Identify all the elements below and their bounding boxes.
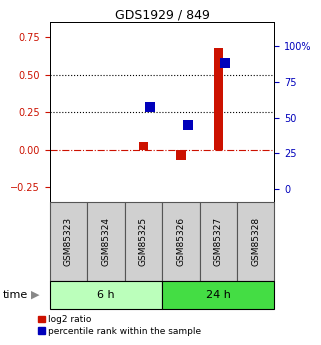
Bar: [200, 202, 237, 281]
Text: GSM85328: GSM85328: [251, 217, 260, 266]
Text: GSM85325: GSM85325: [139, 217, 148, 266]
Point: [185, 122, 190, 127]
Bar: [213, 48, 223, 149]
Bar: [50, 202, 87, 281]
Bar: [139, 142, 148, 149]
Text: GSM85323: GSM85323: [64, 217, 73, 266]
Point: [222, 60, 228, 66]
Text: GSM85324: GSM85324: [101, 217, 110, 266]
Bar: [50, 281, 162, 309]
Bar: [237, 202, 274, 281]
Bar: [125, 202, 162, 281]
Text: 6 h: 6 h: [97, 290, 115, 300]
Text: GSM85326: GSM85326: [176, 217, 185, 266]
Bar: [176, 149, 186, 160]
Text: GSM85327: GSM85327: [214, 217, 223, 266]
Legend: log2 ratio, percentile rank within the sample: log2 ratio, percentile rank within the s…: [38, 315, 201, 336]
Text: ▶: ▶: [30, 290, 39, 300]
Bar: [87, 202, 125, 281]
Text: 24 h: 24 h: [206, 290, 231, 300]
Bar: [162, 202, 200, 281]
Bar: [162, 281, 274, 309]
Title: GDS1929 / 849: GDS1929 / 849: [115, 8, 210, 21]
Text: time: time: [3, 290, 29, 300]
Point: [148, 105, 153, 110]
